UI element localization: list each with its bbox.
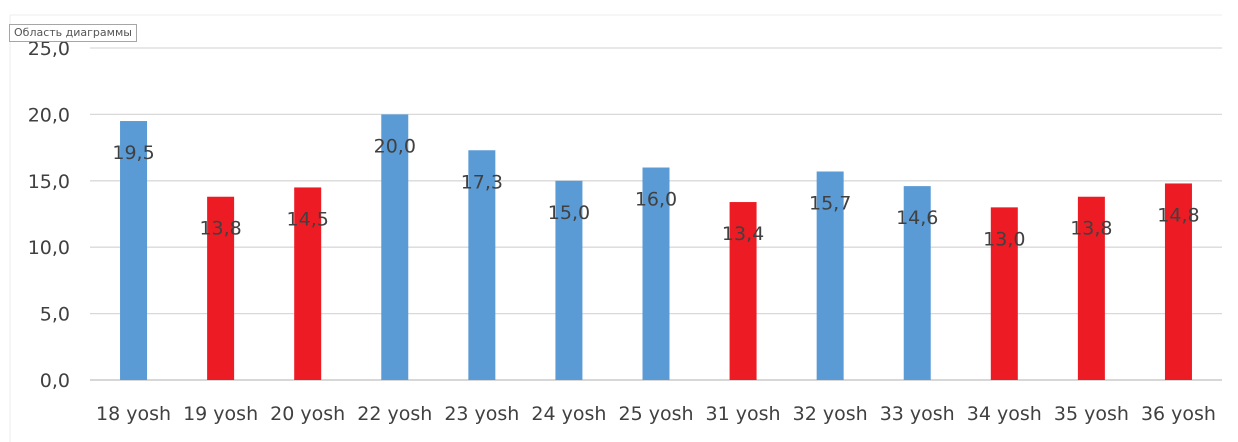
- bar[interactable]: [1164, 183, 1192, 380]
- chart-area-tooltip: Область диаграммы: [9, 24, 137, 42]
- y-tick-label: 5,0: [40, 304, 70, 326]
- y-tick-label: 15,0: [28, 171, 70, 193]
- data-label: 14,8: [1157, 204, 1199, 226]
- bar[interactable]: [555, 180, 583, 380]
- y-tick-label: 10,0: [28, 237, 70, 259]
- x-category-label: 32 yosh: [793, 403, 868, 425]
- data-labels: 19,5 13,8 14,5 20,0 17,3 15,0 16,0 13,4 15,7 14,6…: [112, 135, 1199, 250]
- data-label: 15,7: [809, 193, 851, 215]
- bar[interactable]: [468, 150, 496, 380]
- y-axis-ticks: 0,0 5,0 10,0 15,0 20,0 25,0: [28, 38, 70, 392]
- bar[interactable]: [120, 121, 148, 380]
- bar[interactable]: [816, 171, 844, 380]
- bar[interactable]: [207, 196, 235, 380]
- data-label: 14,6: [896, 207, 938, 229]
- x-category-label: 35 yosh: [1054, 403, 1129, 425]
- data-label: 16,0: [635, 189, 677, 211]
- bar[interactable]: [729, 202, 757, 380]
- bars: [120, 114, 1192, 381]
- data-label: 13,8: [199, 218, 241, 240]
- x-category-label: 23 yosh: [444, 403, 519, 425]
- bar[interactable]: [294, 187, 322, 380]
- bar[interactable]: [642, 167, 670, 380]
- bar[interactable]: [1077, 196, 1105, 380]
- bar[interactable]: [903, 186, 931, 380]
- data-label: 13,0: [983, 228, 1025, 250]
- data-label: 20,0: [374, 135, 416, 157]
- y-tick-label: 0,0: [40, 370, 70, 392]
- x-category-label: 22 yosh: [357, 403, 432, 425]
- x-category-label: 18 yosh: [96, 403, 171, 425]
- x-category-label: 25 yosh: [618, 403, 693, 425]
- x-category-label: 24 yosh: [531, 403, 606, 425]
- data-label: 13,8: [1070, 218, 1112, 240]
- x-axis-categories: 18 yosh 19 yosh 20 yosh 22 yosh 23 yosh 24 yo…: [96, 403, 1216, 425]
- x-category-label: 34 yosh: [967, 403, 1042, 425]
- x-category-label: 33 yosh: [880, 403, 955, 425]
- bar[interactable]: [381, 114, 409, 381]
- data-label: 17,3: [461, 171, 503, 193]
- y-tick-label: 25,0: [28, 38, 70, 60]
- x-category-label: 19 yosh: [183, 403, 258, 425]
- x-category-label: 36 yosh: [1141, 403, 1216, 425]
- x-category-label: 31 yosh: [706, 403, 781, 425]
- data-label: 15,0: [548, 202, 590, 224]
- y-tick-label: 20,0: [28, 104, 70, 126]
- data-label: 19,5: [112, 142, 154, 164]
- bar[interactable]: [990, 207, 1018, 380]
- data-label: 14,5: [287, 208, 329, 230]
- x-category-label: 20 yosh: [270, 403, 345, 425]
- data-label: 13,4: [722, 223, 764, 245]
